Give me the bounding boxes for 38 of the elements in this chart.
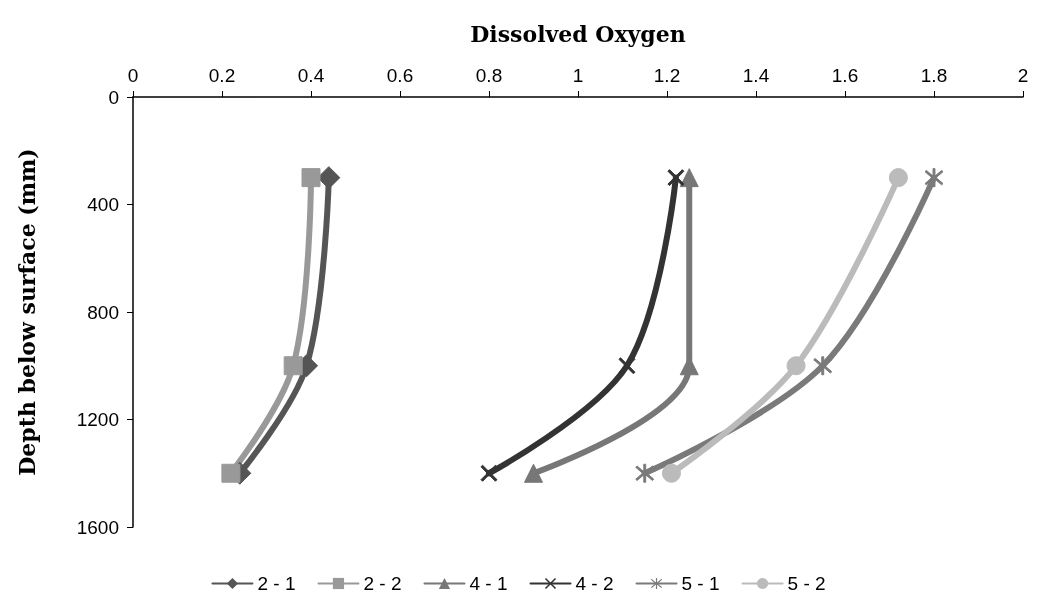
y-tick-label: 400 <box>87 194 119 215</box>
y-tick-label: 1600 <box>76 516 119 538</box>
legend-label: 4 - 2 <box>575 573 614 594</box>
point <box>283 356 303 376</box>
legend-label: 2 - 1 <box>257 573 296 594</box>
point <box>301 168 321 188</box>
y-tick-label: 0 <box>108 86 119 108</box>
legend-label: 5 - 2 <box>787 573 826 594</box>
x-axis-title: Dissolved Oxygen <box>470 21 686 47</box>
legend-label: 5 - 1 <box>681 573 720 594</box>
y-tick-label: 1200 <box>76 409 119 430</box>
point <box>524 463 543 483</box>
x-tick-label: 1 <box>572 65 584 86</box>
point <box>786 356 806 376</box>
y-tick-label: 800 <box>87 301 119 323</box>
point <box>618 357 636 375</box>
point <box>480 464 498 482</box>
x-tick-label: 0.4 <box>297 65 325 86</box>
point <box>813 356 833 376</box>
point <box>667 169 685 187</box>
x-tick-label: 0.2 <box>208 65 236 86</box>
legend-label: 2 - 2 <box>363 573 402 594</box>
point <box>221 463 241 483</box>
x-tick-label: 1.8 <box>920 65 948 86</box>
y-axis-title: Depth below surface (mm) <box>14 148 40 476</box>
x-tick-label: 0.8 <box>475 65 503 86</box>
x-tick-label: 0.6 <box>386 65 414 86</box>
legend-label: 4 - 1 <box>469 573 508 594</box>
x-tick-label: 1.6 <box>831 65 859 86</box>
point <box>679 168 699 188</box>
x-tick-label: 1.4 <box>742 65 770 86</box>
point <box>924 168 944 188</box>
point <box>888 168 908 188</box>
x-tick-label: 1.2 <box>653 65 681 86</box>
x-tick-label: 0 <box>127 65 139 86</box>
point <box>661 463 681 483</box>
x-tick-label: 2 <box>1017 65 1029 86</box>
point <box>635 463 655 483</box>
